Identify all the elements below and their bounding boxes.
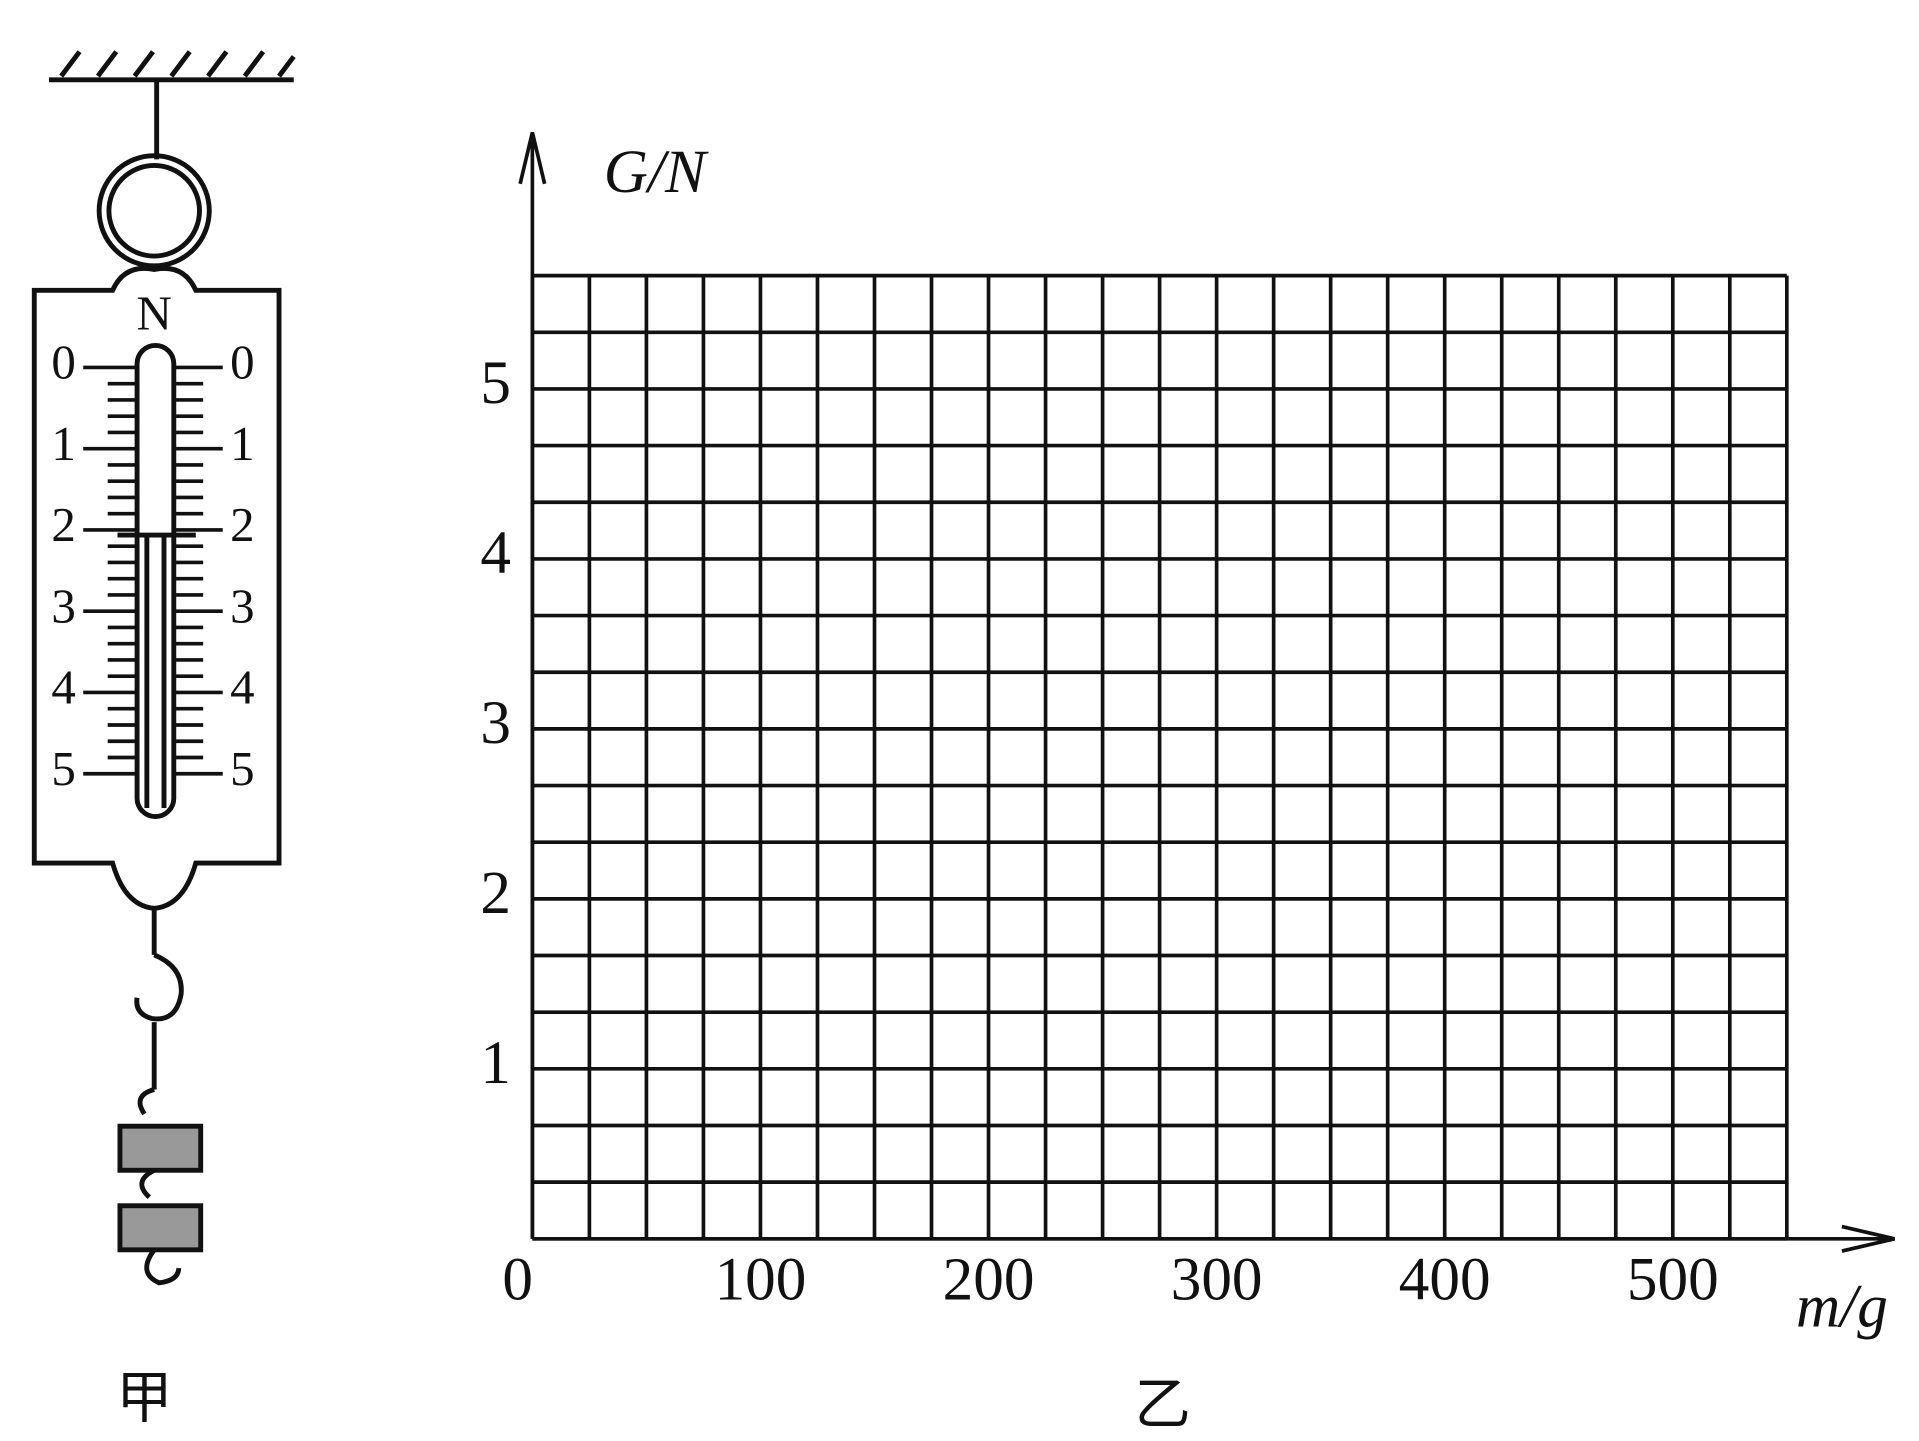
ring-outer [96,153,212,269]
scale-body [31,266,282,911]
caption: 乙 [1135,1372,1191,1437]
weight [117,1203,204,1253]
weight [117,1123,204,1173]
x-tick-label: 400 [1399,1245,1491,1313]
y-axis-label: G/N [604,138,709,206]
slot [134,342,177,820]
ceiling-hatch [59,50,296,78]
scale-label-right: 3 [230,578,254,633]
x-tick-label: 0 [502,1245,533,1313]
y-axis [518,132,547,1239]
x-tick-label: 100 [715,1245,807,1313]
ring-inner [106,163,202,259]
y-tick-label: 3 [480,689,511,757]
y-tick-label: 1 [480,1029,511,1097]
weight-hook [144,1248,182,1286]
scale-label-right: 2 [230,497,254,552]
scale-label-left: 4 [51,660,75,715]
grid [530,273,1789,1241]
scale-unit: N [137,286,172,341]
scale-label-left: 1 [51,416,75,471]
caption: 甲 [116,1366,172,1431]
x-tick-label: 200 [943,1245,1035,1313]
weight-hook [139,1168,156,1199]
x-axis [532,1224,1895,1253]
hook [134,952,184,1022]
x-tick-label: 300 [1171,1245,1263,1313]
scale-label-left: 0 [51,335,75,390]
scale-label-left: 5 [51,741,75,796]
scale-label-right: 5 [230,741,254,796]
scale-label-right: 1 [230,416,254,471]
y-tick-label: 5 [480,349,511,417]
y-tick-label: 2 [480,859,511,927]
spring-scale [31,50,296,1286]
scale-label-right: 0 [230,335,254,390]
weight-hook [137,1087,155,1116]
scale-label-left: 2 [51,497,75,552]
x-axis-label: m/g [1796,1272,1888,1340]
minor-ticks [83,365,223,776]
scale-label-left: 3 [51,578,75,633]
x-tick-label: 500 [1627,1245,1719,1313]
scale-label-right: 4 [230,660,254,715]
y-tick-label: 4 [480,519,511,587]
